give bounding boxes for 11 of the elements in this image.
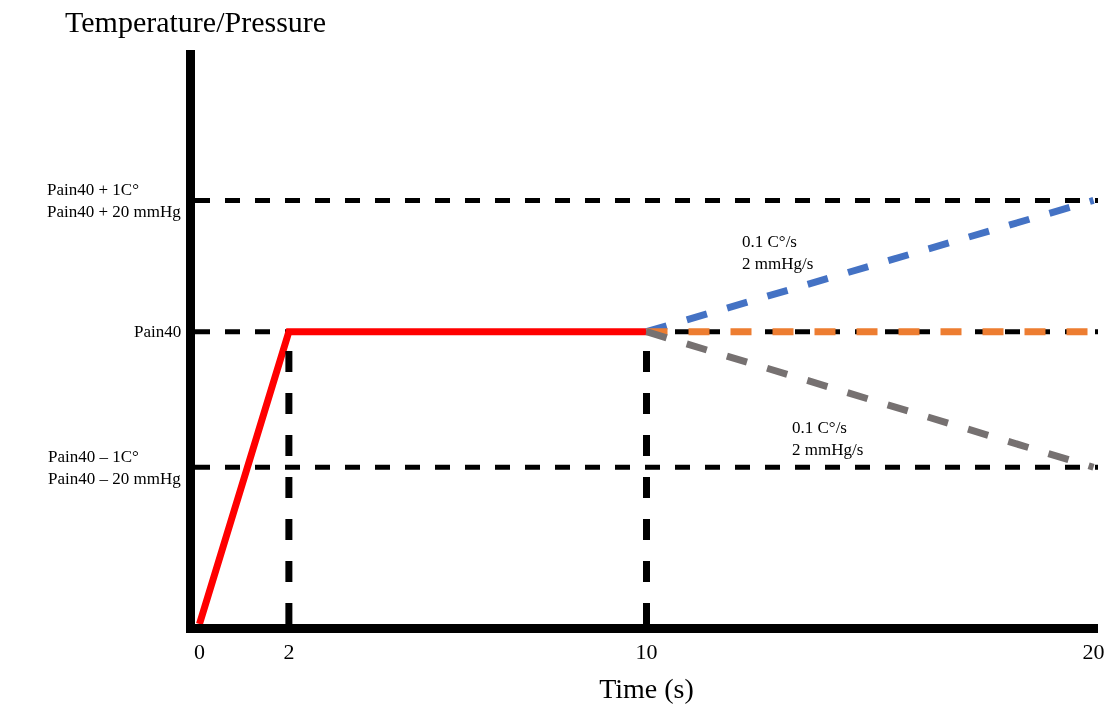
x-tick-label: 10 xyxy=(635,639,658,665)
x-tick-label: 20 xyxy=(1082,639,1105,665)
ref-line-label: Pain40 xyxy=(134,322,182,341)
x-tick-label: 2 xyxy=(283,639,295,665)
annotation: 0.1 C°/s 2 mmHg/s xyxy=(792,418,864,460)
ref-line-label: Pain40 – 1C° Pain40 – 20 mmHg xyxy=(48,447,182,489)
ref-line-label: Pain40 + 1C° Pain40 + 20 mmHg xyxy=(47,180,182,222)
annotation: 0.1 C°/s 2 mmHg/s xyxy=(742,232,814,274)
x-axis-title: Time (s) xyxy=(599,672,694,704)
x-tick-label: 0 xyxy=(193,639,205,665)
text: Temperature/Pressure xyxy=(65,5,327,38)
